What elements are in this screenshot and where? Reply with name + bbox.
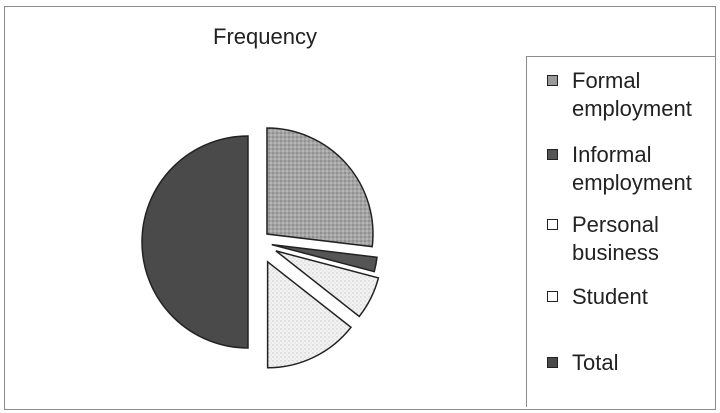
legend-label-total: Total xyxy=(572,349,720,377)
pie-slice-total xyxy=(141,135,249,349)
pie-slice-student xyxy=(266,260,353,369)
legend-label-line: Formal xyxy=(572,68,641,93)
legend-label-line: Personal xyxy=(572,212,659,237)
pie-chart xyxy=(141,127,380,369)
legend-label-informal-employment: Informal employment xyxy=(572,141,720,197)
legend-label-line: employment xyxy=(572,96,692,121)
legend-label-formal-employment: Formal employment xyxy=(572,67,720,123)
pie-slice-formal-employment xyxy=(266,127,374,248)
legend: Formal employment Informal employment Person… xyxy=(526,56,715,407)
legend-label-personal-business: Personal business xyxy=(572,211,720,267)
legend-swatch-total xyxy=(547,357,558,368)
legend-label-line: employment xyxy=(572,170,692,195)
legend-swatch-formal-employment xyxy=(547,75,558,86)
pie-slice-informal-employment xyxy=(271,243,378,273)
legend-label-line: Total xyxy=(572,350,619,375)
legend-swatch-personal-business xyxy=(547,219,558,230)
legend-label-line: Student xyxy=(572,284,648,309)
legend-label-line: Informal xyxy=(572,142,652,167)
legend-label-line: business xyxy=(572,240,659,265)
legend-swatch-student xyxy=(547,291,558,302)
legend-swatch-informal-employment xyxy=(547,149,558,160)
legend-label-student: Student xyxy=(572,283,720,311)
pie-slice-personal-business xyxy=(275,250,380,318)
chart-title: Frequency xyxy=(213,24,317,49)
